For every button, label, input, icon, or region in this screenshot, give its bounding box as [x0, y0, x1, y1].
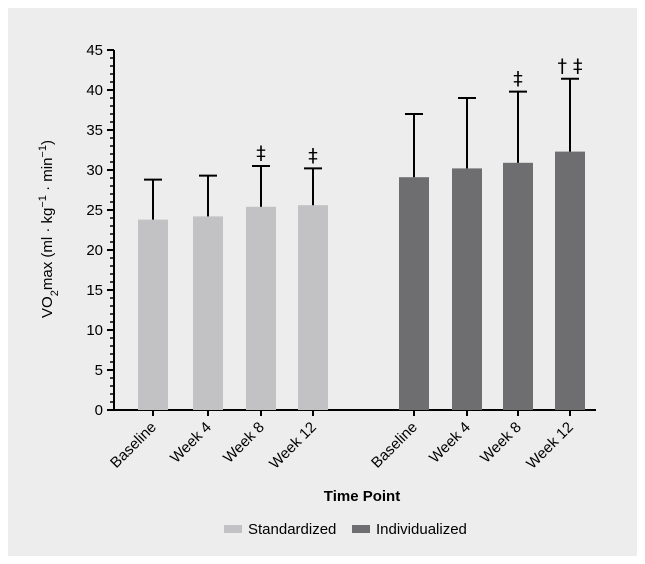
y-tick-label: 25 [86, 202, 103, 219]
y-tick-label: 40 [86, 82, 103, 99]
y-axis-title-part: 2 [49, 290, 61, 296]
y-axis-title-part: −1 [37, 195, 49, 208]
figure-panel: 0 5 10 15 20 25 30 35 40 45 Baseline Week 4 ‡ Week 8… [8, 8, 637, 556]
y-tick-label: 5 [95, 362, 103, 379]
bar [399, 177, 429, 410]
bar [452, 168, 482, 410]
y-tick-label: 0 [95, 402, 103, 419]
significance-marker: ‡ [256, 142, 266, 164]
y-axis-title-part: max (ml · kg [39, 208, 56, 291]
bar [555, 151, 585, 410]
legend-swatch [224, 525, 242, 533]
y-tick-label: 30 [86, 162, 103, 179]
x-tick-label: Week 12 [523, 419, 577, 473]
significance-marker: ‡ [308, 144, 318, 166]
legend-label: Individualized [376, 521, 467, 538]
significance-marker: † ‡ [557, 55, 582, 77]
legend: Standardized Individualized [224, 521, 467, 538]
bar [138, 219, 168, 410]
bar [193, 216, 223, 410]
y-axis-title-part: · min [39, 158, 56, 196]
bar [298, 205, 328, 410]
bar [246, 206, 276, 410]
legend-label: Standardized [248, 521, 336, 538]
x-axis-title: Time Point [324, 488, 400, 505]
y-tick-label: 45 [86, 42, 103, 59]
y-tick-label: 10 [86, 322, 103, 339]
bar [503, 162, 533, 410]
y-tick-label: 20 [86, 242, 103, 259]
significance-marker: ‡ [513, 68, 523, 90]
y-axis-title: VO2max (ml · kg−1 · min−1) [37, 140, 61, 318]
y-tick-label: 15 [86, 282, 103, 299]
y-tick-label: 35 [86, 122, 103, 139]
y-axis-title-part: VO [39, 296, 56, 318]
x-tick-label: Week 12 [266, 419, 320, 473]
y-axis-title-part: ) [39, 140, 56, 145]
x-tick-label: Baseline [107, 419, 160, 472]
y-axis-title-part: −1 [37, 145, 49, 158]
x-tick-label: Baseline [368, 419, 421, 472]
legend-swatch [352, 525, 370, 533]
x-tick-label: Week 4 [167, 419, 215, 467]
x-tick-label: Week 4 [426, 419, 474, 467]
x-tick-label: Week 8 [477, 419, 525, 467]
x-tick-label: Week 8 [220, 419, 268, 467]
